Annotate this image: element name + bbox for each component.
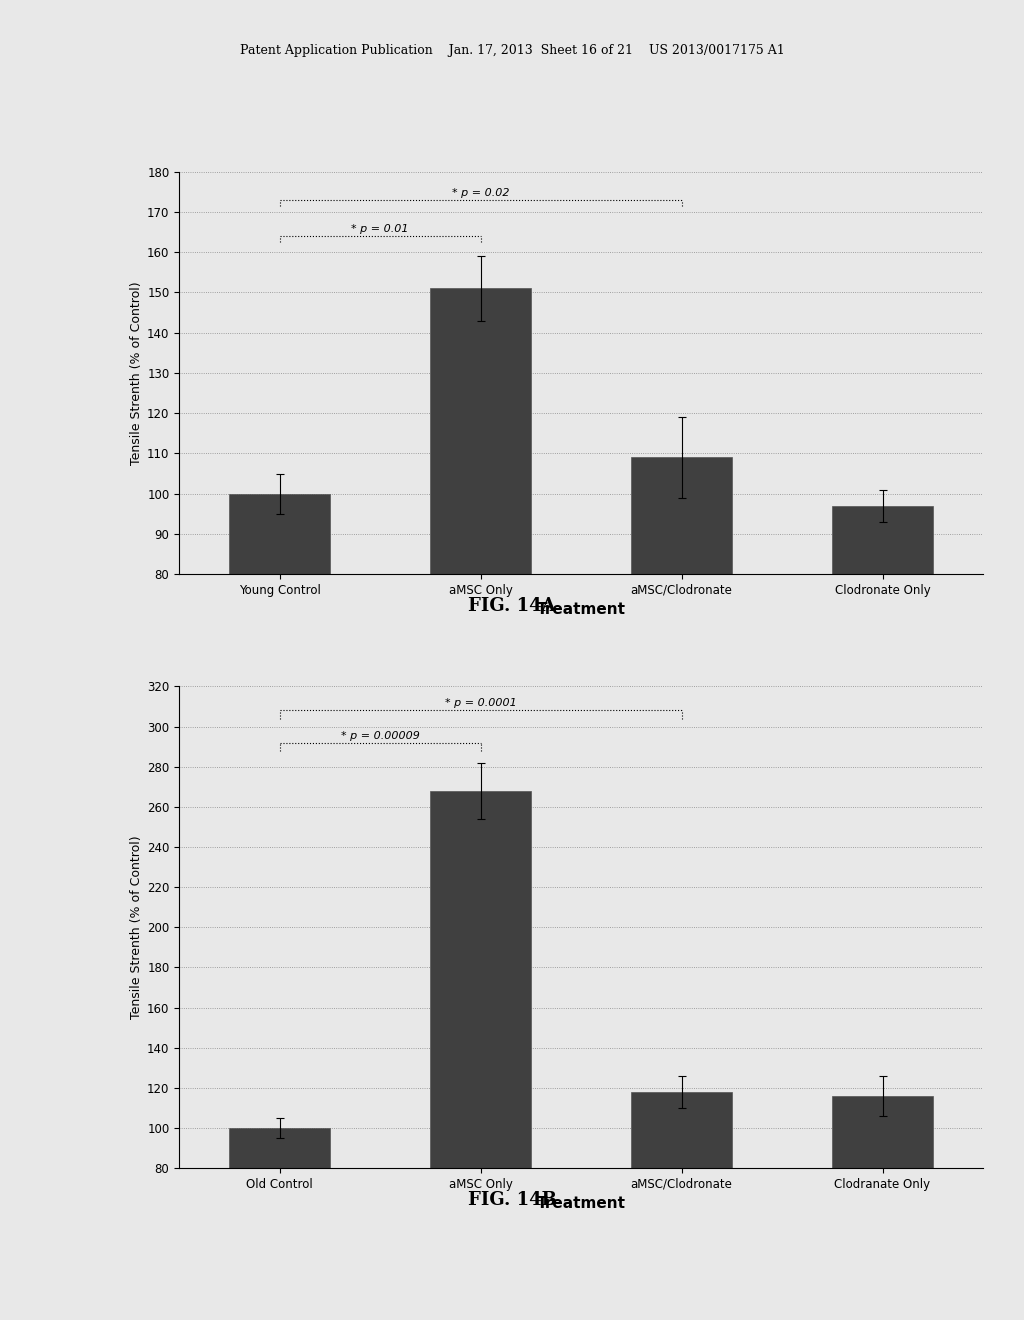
Text: Patent Application Publication    Jan. 17, 2013  Sheet 16 of 21    US 2013/00171: Patent Application Publication Jan. 17, … xyxy=(240,44,784,57)
Text: * p = 0.00009: * p = 0.00009 xyxy=(341,730,420,741)
X-axis label: Treatment: Treatment xyxy=(537,1196,626,1212)
Text: * p = 0.02: * p = 0.02 xyxy=(452,187,509,198)
Bar xyxy=(632,1092,732,1320)
X-axis label: Treatment: Treatment xyxy=(537,602,626,618)
Bar xyxy=(430,791,530,1320)
Y-axis label: Tensile Strenth (% of Control): Tensile Strenth (% of Control) xyxy=(130,281,143,465)
Bar xyxy=(833,1096,933,1320)
Text: * p = 0.0001: * p = 0.0001 xyxy=(444,698,516,709)
Bar xyxy=(229,494,330,896)
Text: FIG. 14B: FIG. 14B xyxy=(468,1191,556,1209)
Bar xyxy=(833,506,933,896)
Y-axis label: Tensile Strenth (% of Control): Tensile Strenth (% of Control) xyxy=(130,836,143,1019)
Text: FIG. 14A: FIG. 14A xyxy=(468,597,556,615)
Bar xyxy=(430,288,530,896)
Bar xyxy=(632,458,732,896)
Bar xyxy=(229,1129,330,1320)
Text: * p = 0.01: * p = 0.01 xyxy=(351,224,409,234)
